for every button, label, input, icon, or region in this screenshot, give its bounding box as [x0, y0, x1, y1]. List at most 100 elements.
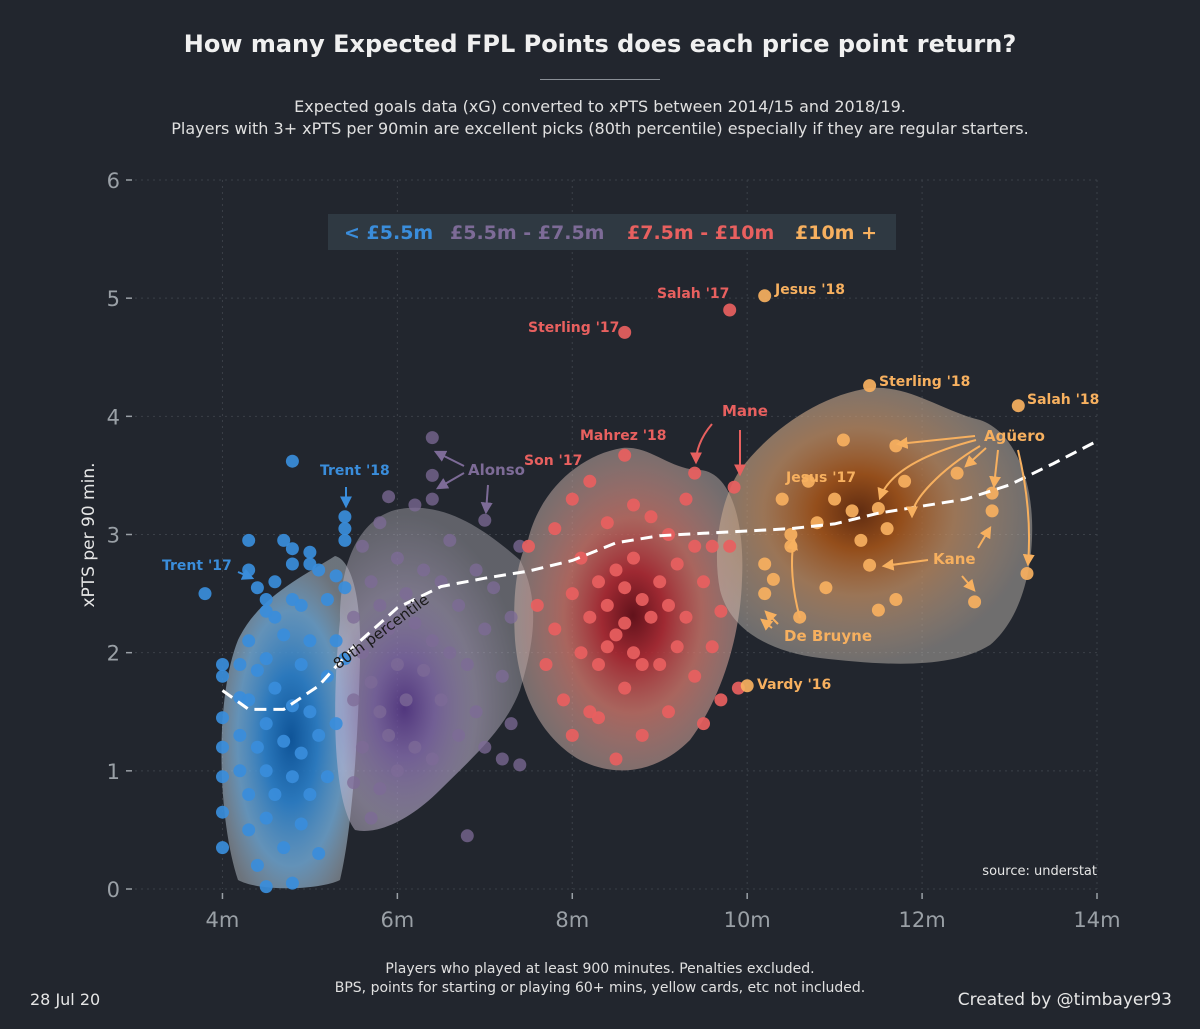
- data-point: [329, 717, 343, 731]
- data-point: [618, 616, 632, 630]
- data-point: [417, 563, 431, 577]
- data-point: [727, 480, 741, 494]
- arrow-aguero-6: [1017, 449, 1035, 567]
- data-point: [303, 545, 317, 559]
- data-point: [670, 640, 684, 654]
- footnote-line-2: BPS, points for starting or playing 60+ …: [334, 980, 866, 996]
- data-point: [968, 595, 982, 609]
- data-point: [723, 539, 737, 553]
- data-point: [801, 474, 815, 488]
- data-point: [635, 728, 649, 742]
- y-tick-label: 0: [107, 878, 120, 902]
- data-point: [373, 705, 387, 719]
- arrow-alonso-3: [480, 484, 493, 515]
- data-point: [277, 734, 291, 748]
- y-tick-label: 4: [107, 405, 120, 429]
- annotation-salah-17: Salah '17: [657, 286, 729, 302]
- data-point: [285, 876, 299, 890]
- data-point: [329, 569, 343, 583]
- subtitle-line-2: Players with 3+ xPTS per 90min are excel…: [171, 119, 1029, 138]
- data-point: [233, 658, 247, 671]
- data-point: [259, 764, 273, 778]
- data-point: [1020, 567, 1034, 580]
- x-tick-label: 14m: [1073, 908, 1120, 932]
- arrow-alonso-2: [435, 472, 465, 490]
- legend-item-7-5m-10m: £7.5m - £10m: [627, 222, 774, 244]
- arrow-de-bruyne-2: [764, 610, 779, 625]
- data-point: [399, 587, 413, 601]
- data-point: [452, 728, 466, 742]
- data-point: [417, 663, 431, 677]
- data-point: [609, 563, 623, 577]
- data-point: [268, 575, 282, 589]
- data-point: [758, 587, 772, 601]
- subtitle-line-1: Expected goals data (xG) converted to xP…: [294, 97, 906, 116]
- arrow-de-bruyne-1: [786, 537, 801, 619]
- legend-background: [328, 214, 896, 250]
- data-point: [469, 705, 483, 719]
- annotation-salah-18: Salah '18: [1027, 392, 1099, 408]
- data-point: [390, 551, 404, 565]
- data-point: [880, 522, 894, 536]
- data-point: [250, 581, 264, 595]
- data-point: [653, 658, 667, 671]
- data-point: [460, 658, 474, 671]
- data-point: [452, 598, 466, 612]
- data-point: [303, 634, 317, 648]
- annotation-mahrez-18: Mahrez '18: [580, 428, 667, 444]
- data-point: [408, 740, 422, 754]
- data-point: [408, 498, 422, 512]
- data-point: [268, 788, 282, 801]
- data-point: [723, 303, 737, 317]
- data-point: [259, 593, 273, 606]
- data-point: [382, 728, 396, 742]
- data-point: [705, 640, 719, 654]
- data-point: [784, 539, 798, 553]
- data-point: [259, 811, 273, 825]
- data-point: [373, 782, 387, 796]
- credit-label: Created by @timbayer93: [957, 990, 1172, 1010]
- data-point: [1011, 399, 1025, 413]
- data-point: [583, 610, 597, 624]
- data-point: [233, 764, 247, 778]
- data-point: [688, 669, 702, 683]
- annotation-aguero: Agüero: [984, 427, 1045, 445]
- arrow-kane-3: [961, 575, 976, 592]
- data-point: [259, 717, 273, 731]
- data-point: [714, 604, 728, 618]
- data-point: [670, 557, 684, 571]
- data-point: [688, 466, 702, 480]
- data-point: [644, 610, 658, 624]
- annotation-kane: Kane: [933, 550, 976, 568]
- data-point: [443, 533, 457, 547]
- arrow-alonso-1: [433, 450, 465, 467]
- y-tick-label: 1: [107, 760, 120, 784]
- data-point: [277, 533, 291, 547]
- data-point: [294, 746, 308, 760]
- data-point: [329, 634, 343, 648]
- legend: < £5.5m £5.5m - £7.5m £7.5m - £10m £10m …: [328, 214, 896, 250]
- data-point: [277, 628, 291, 642]
- data-point: [294, 598, 308, 612]
- data-point: [618, 581, 632, 595]
- data-point: [425, 431, 439, 445]
- data-point: [390, 658, 404, 671]
- arrow-aguero-2: [877, 439, 977, 501]
- y-tick-label: 2: [107, 642, 120, 666]
- data-point: [635, 658, 649, 671]
- data-point: [216, 740, 229, 754]
- data-point: [312, 847, 326, 860]
- data-point: [530, 598, 544, 612]
- data-point: [854, 533, 868, 547]
- data-point: [548, 622, 562, 636]
- data-point: [740, 679, 754, 693]
- data-point: [216, 805, 229, 819]
- annotation-sterling-18: Sterling '18: [879, 374, 970, 390]
- data-point: [382, 490, 396, 504]
- data-point: [198, 587, 212, 601]
- data-point: [819, 581, 833, 595]
- x-tick-label: 12m: [898, 908, 945, 932]
- data-point: [250, 740, 264, 754]
- arrow-de-bruyne-3: [760, 618, 774, 631]
- data-point: [985, 504, 999, 518]
